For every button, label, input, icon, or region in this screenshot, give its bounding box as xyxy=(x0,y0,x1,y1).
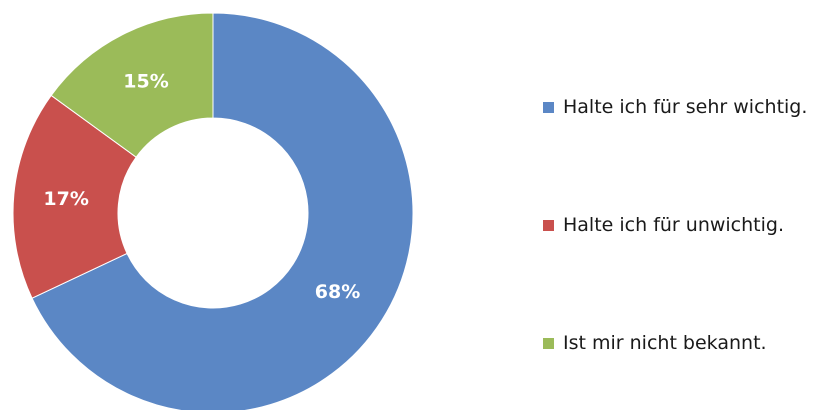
legend-item: Halte ich für unwichtig. xyxy=(543,210,807,240)
legend-item: Halte ich für sehr wichtig. xyxy=(543,92,807,122)
donut-slices xyxy=(12,12,414,410)
slice-labels: 68% 17% 15% xyxy=(43,71,360,303)
slice-data-label: 15% xyxy=(123,71,168,93)
legend-swatch xyxy=(543,337,554,349)
slice-data-label: 17% xyxy=(43,188,88,210)
donut-slice xyxy=(31,12,414,410)
legend-swatch xyxy=(543,219,554,231)
legend-label: Halte ich für sehr wichtig. xyxy=(563,96,808,118)
donut-slice xyxy=(50,12,214,158)
slice-data-label: 68% xyxy=(315,281,360,303)
legend-label: Ist mir nicht bekannt. xyxy=(563,332,767,354)
donut-slice xyxy=(12,94,137,299)
legend-swatch xyxy=(543,101,554,113)
legend: Halte ich für sehr wichtig. Halte ich fü… xyxy=(543,92,807,358)
legend-label: Halte ich für unwichtig. xyxy=(563,214,784,236)
legend-item: Ist mir nicht bekannt. xyxy=(543,328,807,358)
